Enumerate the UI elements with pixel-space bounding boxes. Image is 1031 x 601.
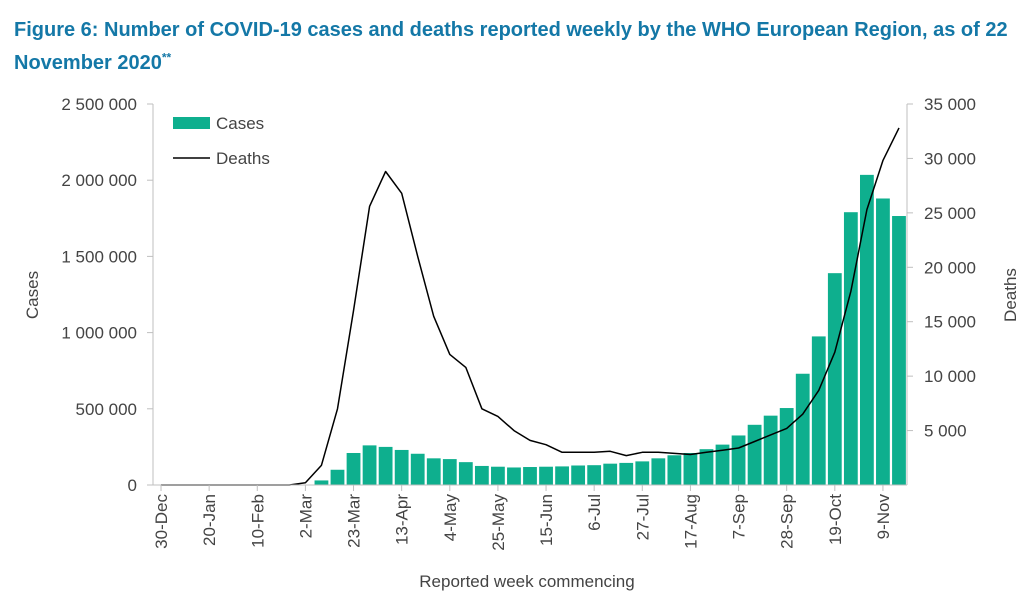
cases-bars [314, 174, 906, 486]
cases-bar [843, 212, 858, 486]
cases-bar [571, 465, 586, 485]
cases-bar [731, 435, 746, 485]
cases-bar [314, 480, 329, 485]
y-tick-label: 2 000 000 [61, 171, 137, 190]
x-tick-label: 6-Jul [585, 494, 604, 531]
x-tick-label: 25-May [489, 494, 508, 551]
x-axis-title: Reported week commencing [419, 572, 634, 591]
cases-bar [442, 459, 457, 485]
y2-tick-label: 15 000 [924, 313, 976, 332]
cases-bar [683, 452, 698, 485]
cases-bar [811, 336, 826, 485]
y2-tick-label: 35 000 [924, 95, 976, 114]
y2-tick-label: 25 000 [924, 204, 976, 223]
cases-bar [410, 453, 425, 485]
cases-bar [587, 465, 602, 485]
cases-bar [859, 174, 874, 485]
y-tick-label: 0 [128, 476, 137, 495]
cases-bar [779, 408, 794, 485]
x-tick-label: 17-Aug [681, 494, 700, 549]
cases-bar [619, 462, 634, 485]
cases-bar [507, 467, 521, 485]
cases-bar [876, 198, 890, 485]
cases-bar [715, 444, 730, 485]
cases-bar [539, 466, 553, 485]
cases-bar [827, 273, 842, 485]
cases-bar [378, 446, 393, 485]
y2-tick-label: 10 000 [924, 367, 976, 386]
x-tick-label: 28-Sep [778, 494, 797, 549]
y2-tick-label: 20 000 [924, 258, 976, 277]
cases-bar [699, 449, 714, 485]
axes: 0 500 000 1 000 000 1 500 000 2 000 000 2 500… [61, 95, 976, 551]
x-tick-label: 27-Jul [633, 494, 652, 540]
cases-bar [892, 216, 906, 485]
cases-bar [651, 458, 666, 485]
cases-bar [635, 461, 650, 485]
y-tick-label: 1 000 000 [61, 324, 137, 343]
cases-bar [491, 466, 505, 485]
cases-bar [362, 445, 377, 485]
x-tick-label: 9-Nov [874, 494, 893, 540]
x-tick-label: 4-May [441, 494, 460, 542]
y-tick-label: 500 000 [76, 400, 137, 419]
x-tick-label: 20-Jan [200, 494, 219, 546]
cases-bar [747, 424, 762, 485]
figure-title-text: Figure 6: Number of COVID-19 cases and d… [14, 19, 1008, 74]
legend-deaths-label: Deaths [216, 149, 270, 168]
cases-bar [763, 415, 778, 485]
x-tick-label: 15-Jun [537, 494, 556, 546]
cases-bar [394, 449, 409, 485]
y2-tick-label: 5 000 [924, 422, 967, 441]
cases-bar [426, 458, 441, 485]
cases-bar [330, 469, 345, 485]
y2-axis-title: Deaths [1001, 268, 1020, 322]
cases-bar [346, 452, 361, 485]
x-tick-label: 23-Mar [345, 494, 364, 548]
cases-bar [795, 373, 810, 485]
x-tick-label: 2-Mar [296, 494, 315, 539]
figure-title-footnote-marker: ** [161, 50, 172, 65]
x-tick-label: 7-Sep [730, 494, 749, 539]
legend-cases-swatch [173, 117, 210, 129]
x-tick-label: 10-Feb [248, 494, 267, 548]
cases-bar [603, 463, 618, 485]
legend-cases-label: Cases [216, 114, 264, 133]
cases-bar [523, 467, 537, 485]
y2-tick-label: 30 000 [924, 149, 976, 168]
figure-title: Figure 6: Number of COVID-19 cases and d… [14, 14, 1014, 80]
y-tick-label: 2 500 000 [61, 95, 137, 114]
cases-bar [667, 455, 682, 485]
x-tick-label: 30-Dec [152, 494, 171, 549]
y-tick-label: 1 500 000 [61, 247, 137, 266]
cases-bar [458, 462, 473, 485]
legend: Cases Deaths [173, 114, 270, 168]
x-tick-label: 13-Apr [393, 494, 412, 545]
y-axis-title: Cases [23, 271, 42, 319]
x-tick-label: 19-Oct [826, 494, 845, 545]
cases-bar [555, 466, 569, 485]
cases-bar [474, 465, 489, 485]
